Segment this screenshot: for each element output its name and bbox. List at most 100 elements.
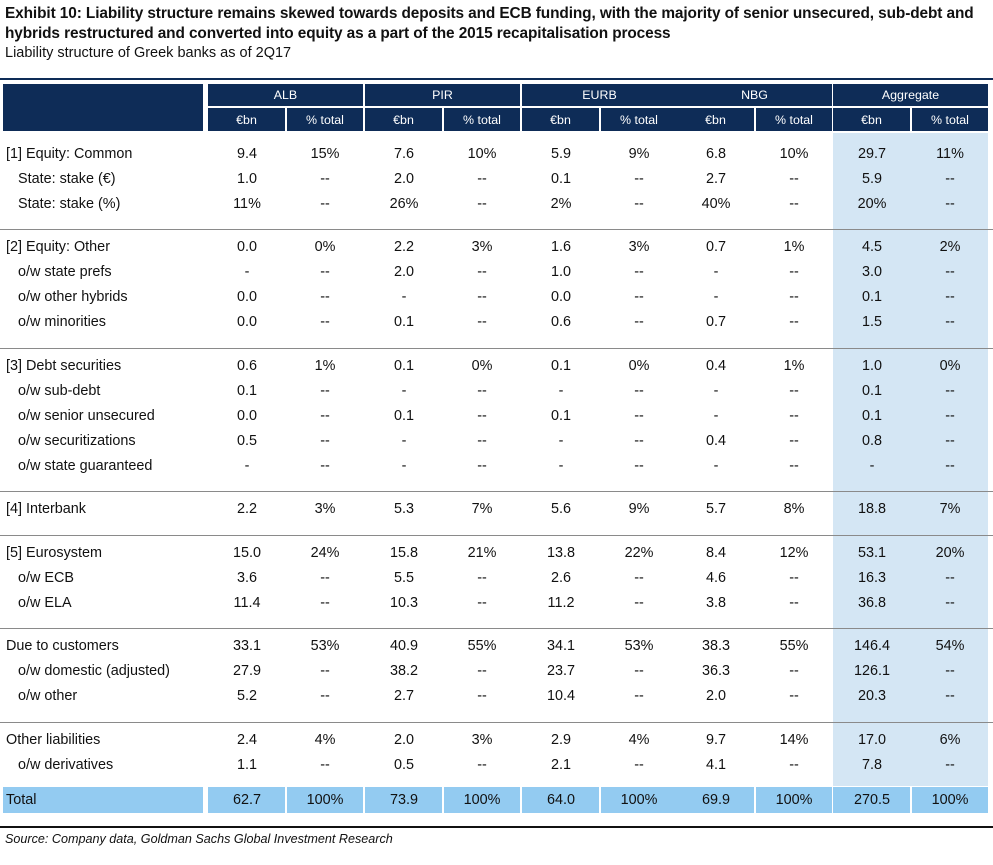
table-cell: -- bbox=[634, 408, 644, 424]
table-cell: 0.1 bbox=[393, 408, 414, 424]
table-cell: 2.1 bbox=[550, 757, 571, 773]
table-cell: - bbox=[869, 458, 875, 474]
table-cell: -- bbox=[320, 458, 330, 474]
table-cell: - bbox=[401, 458, 407, 474]
column-header-eur-bn: €bn bbox=[833, 108, 910, 131]
table-cell: -- bbox=[634, 171, 644, 187]
table-cell: 0.1 bbox=[861, 289, 882, 305]
table-cell: 3.8 bbox=[705, 595, 726, 611]
table-cell: 0.1 bbox=[393, 314, 414, 330]
table-cell: 15.0 bbox=[232, 545, 261, 561]
table-cell: 24% bbox=[310, 545, 340, 561]
table-cell: 4% bbox=[314, 732, 336, 748]
total-cell: 270.5 bbox=[853, 792, 890, 808]
table-cell: 2.2 bbox=[236, 501, 257, 517]
bottom-rule bbox=[0, 826, 993, 828]
exhibit-title: Exhibit 10: Liability structure remains … bbox=[5, 5, 974, 42]
table-cell: -- bbox=[320, 314, 330, 330]
table-cell: 12% bbox=[779, 545, 809, 561]
total-bar bbox=[677, 787, 754, 813]
table-cell: 54% bbox=[935, 638, 965, 654]
table-cell: 40% bbox=[701, 196, 731, 212]
table-cell: 0.0 bbox=[236, 408, 257, 424]
table-cell: 0% bbox=[314, 239, 336, 255]
table-cell: 0.5 bbox=[393, 757, 414, 773]
row-label: [5] Eurosystem bbox=[6, 545, 102, 561]
table-cell: 0.5 bbox=[236, 433, 257, 449]
total-cell: 100% bbox=[463, 792, 501, 808]
table-cell: - bbox=[713, 408, 719, 424]
table-cell: -- bbox=[634, 383, 644, 399]
table-cell: -- bbox=[789, 196, 799, 212]
section-divider bbox=[0, 229, 993, 230]
section-divider bbox=[0, 722, 993, 723]
table-cell: 5.6 bbox=[550, 501, 571, 517]
row-label: o/w state prefs bbox=[18, 264, 112, 280]
table-cell: 0.0 bbox=[236, 239, 257, 255]
table-cell: 2.0 bbox=[393, 732, 414, 748]
table-cell: -- bbox=[945, 688, 955, 704]
table-cell: -- bbox=[789, 570, 799, 586]
table-cell: 10% bbox=[779, 146, 809, 162]
table-cell: 9.7 bbox=[705, 732, 726, 748]
table-cell: -- bbox=[477, 663, 487, 679]
table-cell: 0.1 bbox=[550, 358, 571, 374]
table-cell: 9.4 bbox=[236, 146, 257, 162]
row-label: o/w domestic (adjusted) bbox=[18, 663, 170, 679]
table-cell: 14% bbox=[779, 732, 809, 748]
table-cell: -- bbox=[634, 757, 644, 773]
table-cell: 2.9 bbox=[550, 732, 571, 748]
table-cell: 2.4 bbox=[236, 732, 257, 748]
table-cell: 3% bbox=[471, 732, 493, 748]
table-cell: 36.8 bbox=[857, 595, 886, 611]
table-cell: -- bbox=[789, 314, 799, 330]
total-cell: 100% bbox=[306, 792, 344, 808]
table-cell: 1% bbox=[314, 358, 336, 374]
column-header-pct-total: % total bbox=[444, 108, 520, 131]
total-cell: 100% bbox=[775, 792, 813, 808]
table-cell: 26% bbox=[389, 196, 419, 212]
table-cell: -- bbox=[945, 383, 955, 399]
table-cell: 6.8 bbox=[705, 146, 726, 162]
table-cell: -- bbox=[477, 757, 487, 773]
table-cell: -- bbox=[320, 408, 330, 424]
total-bar bbox=[287, 787, 363, 813]
section-divider bbox=[0, 628, 993, 629]
row-label: [1] Equity: Common bbox=[6, 146, 133, 162]
table-cell: -- bbox=[320, 570, 330, 586]
table-cell: -- bbox=[320, 688, 330, 704]
table-cell: 29.7 bbox=[857, 146, 886, 162]
table-cell: - bbox=[401, 433, 407, 449]
table-cell: 0.1 bbox=[550, 408, 571, 424]
aggregate-column-highlight bbox=[833, 133, 988, 786]
table-cell: 4.6 bbox=[705, 570, 726, 586]
table-cell: -- bbox=[477, 433, 487, 449]
table-cell: 2.2 bbox=[393, 239, 414, 255]
table-cell: -- bbox=[945, 264, 955, 280]
table-cell: 53% bbox=[624, 638, 654, 654]
table-cell: 4.1 bbox=[705, 757, 726, 773]
table-cell: 0.0 bbox=[550, 289, 571, 305]
total-cell: 73.9 bbox=[389, 792, 418, 808]
table-cell: 9% bbox=[628, 501, 650, 517]
table-cell: 10% bbox=[467, 146, 497, 162]
column-header-eur-bn: €bn bbox=[677, 108, 754, 131]
table-cell: -- bbox=[477, 264, 487, 280]
table-cell: -- bbox=[789, 595, 799, 611]
total-cell: 100% bbox=[620, 792, 658, 808]
table-cell: -- bbox=[789, 289, 799, 305]
table-cell: 8% bbox=[783, 501, 805, 517]
table-cell: 5.9 bbox=[861, 171, 882, 187]
row-label: o/w other bbox=[18, 688, 78, 704]
table-cell: 7.6 bbox=[393, 146, 414, 162]
table-cell: -- bbox=[789, 264, 799, 280]
total-bar bbox=[444, 787, 520, 813]
table-cell: -- bbox=[320, 383, 330, 399]
row-label: o/w sub-debt bbox=[18, 383, 101, 399]
table-cell: -- bbox=[945, 408, 955, 424]
table-cell: - bbox=[401, 383, 407, 399]
table-cell: -- bbox=[320, 289, 330, 305]
table-cell: -- bbox=[789, 408, 799, 424]
section-divider bbox=[0, 491, 993, 492]
table-cell: 0% bbox=[628, 358, 650, 374]
